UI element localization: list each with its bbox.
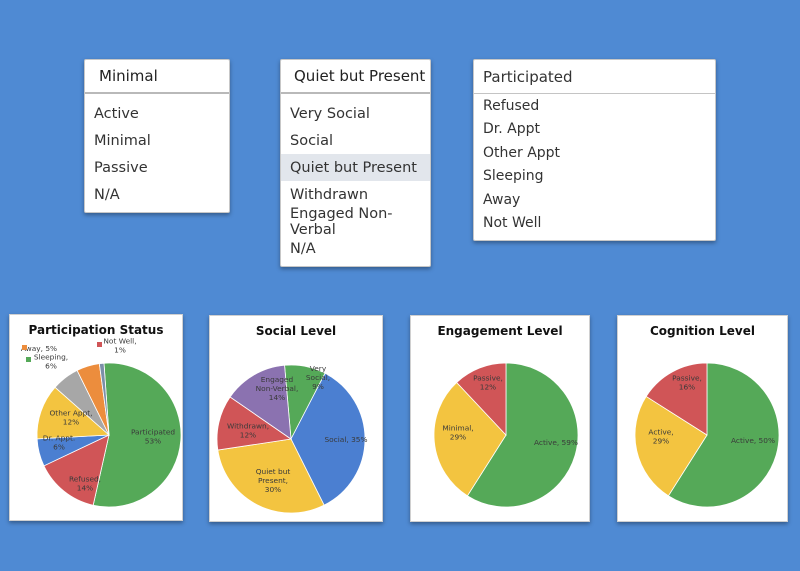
- participation-status-chart-card: Participation Status Participated 53% Refu…: [9, 314, 183, 521]
- data-label-very-social: Very Social, 9%: [306, 364, 330, 391]
- option-away[interactable]: Away: [483, 191, 521, 208]
- data-label-passive: Passive, 12%: [473, 374, 503, 392]
- option-very-social[interactable]: Very Social: [290, 105, 370, 122]
- chart-title: Cognition Level: [650, 324, 755, 338]
- option-na[interactable]: N/A: [94, 186, 120, 203]
- option-dr-appt[interactable]: Dr. Appt: [483, 121, 540, 138]
- option-social[interactable]: Social: [290, 132, 333, 149]
- participation-status-pie: Participated 53% Refused, 14% Dr. Appt. 6% Oth…: [21, 337, 182, 508]
- option-not-well[interactable]: Not Well: [483, 215, 542, 232]
- data-label-away: Away, 5%: [21, 344, 57, 353]
- option-active[interactable]: Active: [94, 105, 139, 122]
- participation-dropdown-selected[interactable]: Participated: [474, 60, 715, 94]
- chart-title: Participation Status: [28, 323, 164, 337]
- pie-slice-active: [667, 362, 780, 508]
- option-engaged-non-verbal[interactable]: Engaged Non-Verbal: [290, 205, 393, 238]
- legend-marker-away: [22, 345, 27, 350]
- pie-slice-social: [290, 372, 366, 506]
- data-label-passive: Passive, 16%: [672, 374, 702, 392]
- legend-marker-sleeping: [26, 357, 31, 362]
- data-label-active: Active, 59%: [534, 438, 578, 447]
- data-label-active: Active, 50%: [731, 436, 775, 445]
- pie-slice-quiet-but-present: [217, 438, 325, 514]
- option-refused[interactable]: Refused: [483, 97, 540, 114]
- chart-title: Social Level: [255, 324, 337, 338]
- social-level-pie: Very Social, 9% Social, 35% Quiet but Present…: [216, 364, 368, 514]
- data-label-not-well: Not Well, 1%: [103, 337, 136, 355]
- chart-title: Engagement Level: [437, 324, 563, 338]
- option-other-appt[interactable]: Other Appt: [483, 144, 561, 161]
- data-label-engaged-non-verbal: Engaged Non-Verbal, 14%: [256, 375, 299, 402]
- social-options-list: Very Social Social Quiet but Present Wit…: [281, 94, 430, 262]
- option-passive[interactable]: Passive: [94, 159, 148, 176]
- pie-slice-active: [634, 395, 708, 497]
- engagement-level-pie: Active, 59% Minimal, 29% Passive, 12%: [433, 362, 579, 508]
- cognition-dropdown[interactable]: Minimal Active Minimal Passive N/A: [84, 59, 230, 213]
- cognition-level-pie: Active, 50% Active, 29% Passive, 16%: [634, 362, 780, 508]
- data-label-participated: Participated 53%: [131, 428, 175, 446]
- data-label-active: Active, 29%: [648, 428, 673, 446]
- pie-slice-refused: [43, 434, 110, 506]
- option-sleeping[interactable]: Sleeping: [483, 168, 544, 185]
- legend-marker-not-well: [97, 342, 102, 347]
- data-label-withdrawn: Withdrawn, 12%: [227, 422, 269, 440]
- option-withdrawn[interactable]: Withdrawn: [290, 186, 369, 203]
- cognition-options-list: Active Minimal Passive N/A: [85, 94, 229, 208]
- social-dropdown[interactable]: Quiet but Present Very Social Social Qui…: [280, 59, 431, 267]
- pie-slice-engaged-non-verbal: [229, 364, 292, 440]
- social-dropdown-selected[interactable]: Quiet but Present: [281, 60, 430, 94]
- data-label-refused: Refused, 14%: [69, 475, 101, 493]
- pie-slice-passive: [645, 362, 708, 436]
- option-na[interactable]: N/A: [290, 240, 316, 257]
- pie-slice-passive: [456, 362, 507, 437]
- data-label-sleeping: Sleeping, 6%: [34, 353, 68, 371]
- cognition-level-chart-card: Cognition Level Active, 50% Active, 29% Pas…: [617, 315, 788, 522]
- social-level-chart-card: Social Level Very Social, 9% Social, 35% Qui…: [209, 315, 383, 522]
- participation-options-list: Refused Dr. Appt Other Appt Sleeping Awa…: [474, 94, 715, 235]
- pie-slice-minimal: [433, 381, 507, 497]
- data-label-dr-appt-: Dr. Appt. 6%: [43, 434, 75, 452]
- engagement-level-chart-card: Engagement Level Active, 59% Minimal, 29% P…: [410, 315, 590, 522]
- data-label-quiet-but-present: Quiet but Present, 30%: [256, 467, 291, 494]
- option-quiet-but-present[interactable]: Quiet but Present: [281, 154, 430, 181]
- cognition-dropdown-selected[interactable]: Minimal: [85, 60, 229, 94]
- data-label-other-appt: Other Appt, 12%: [49, 409, 92, 427]
- data-label-social: Social, 35%: [324, 435, 367, 444]
- pie-slice-participated: [92, 362, 182, 508]
- pie-slice-active: [466, 362, 579, 508]
- option-minimal[interactable]: Minimal: [94, 132, 151, 149]
- data-label-minimal: Minimal, 29%: [442, 424, 473, 442]
- pie-slice-not-well: [98, 362, 110, 436]
- participation-dropdown[interactable]: Participated Refused Dr. Appt Other Appt…: [473, 59, 716, 241]
